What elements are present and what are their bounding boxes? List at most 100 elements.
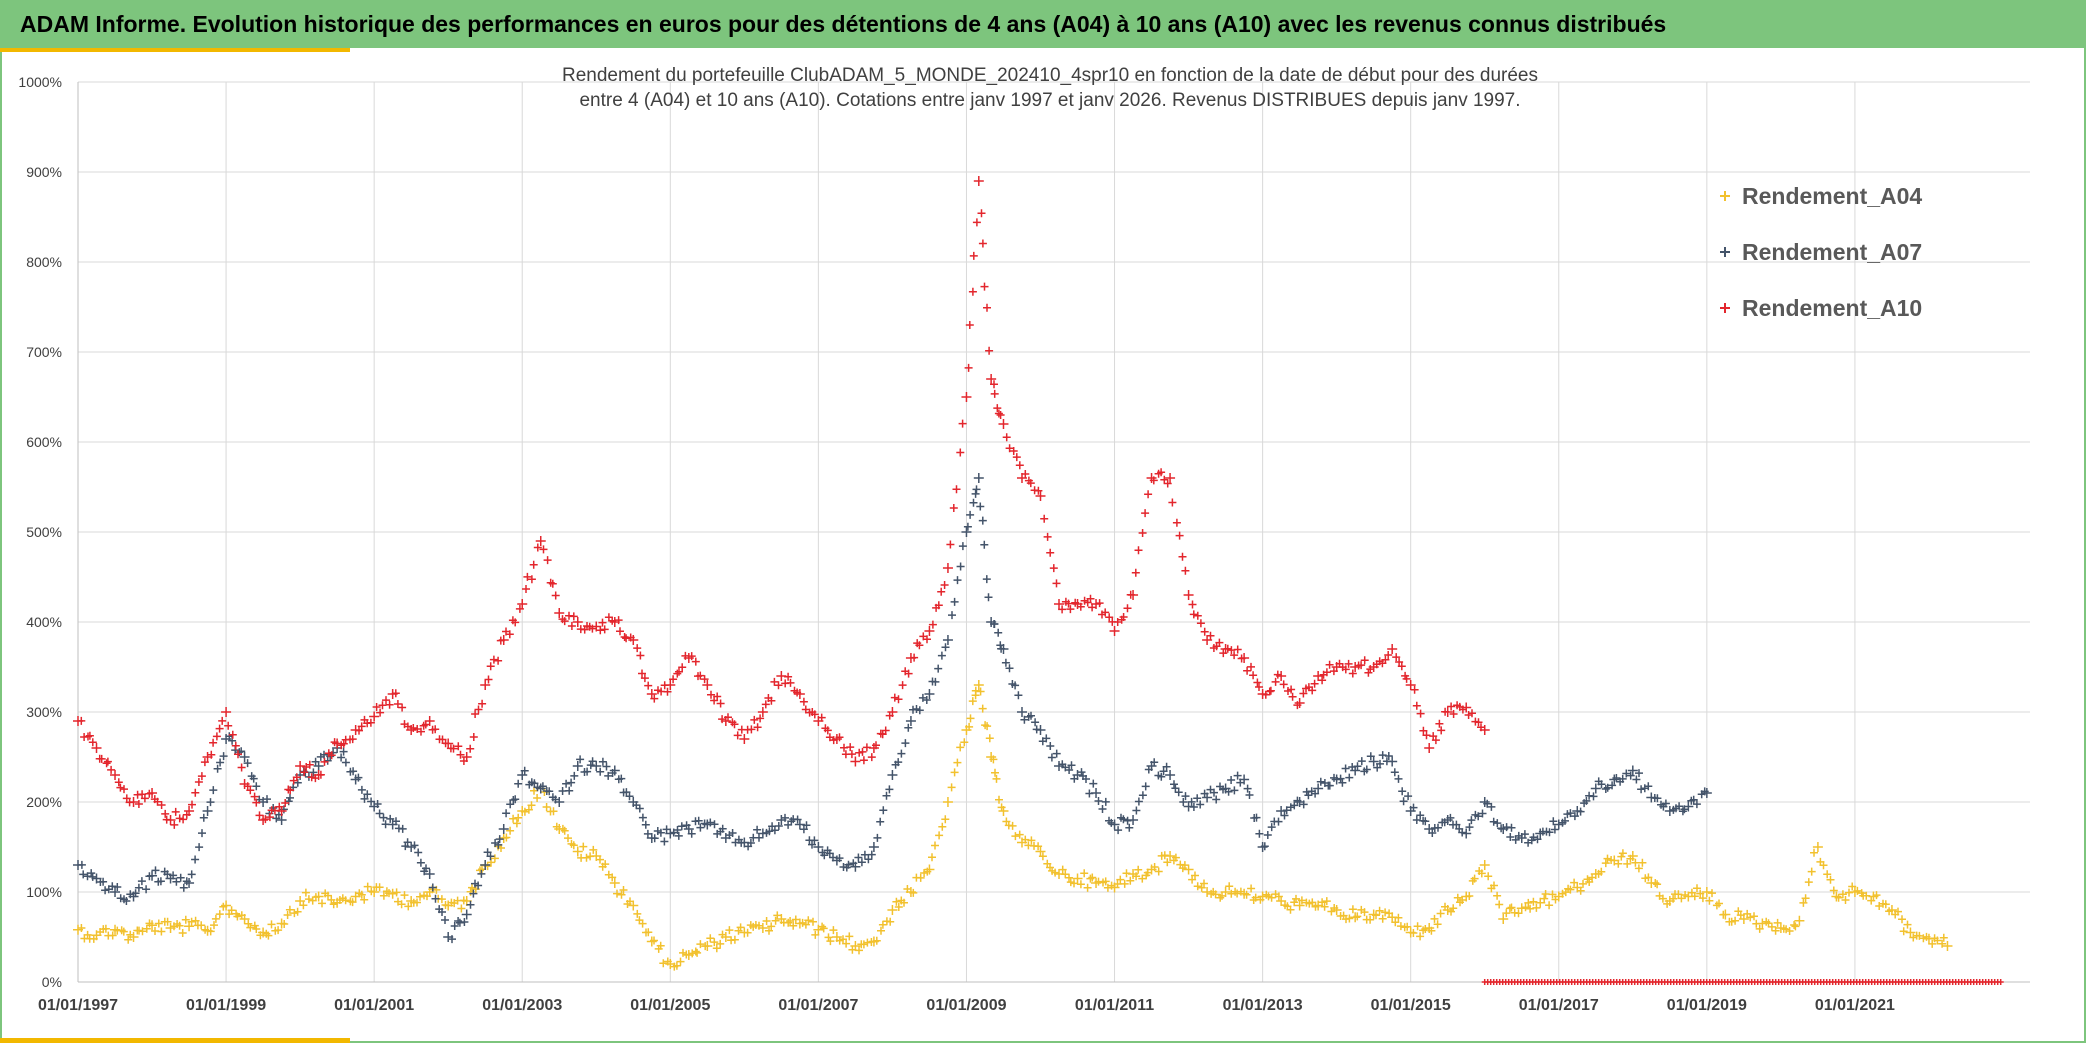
data-point bbox=[1160, 851, 1169, 860]
data-point bbox=[1489, 817, 1498, 826]
legend: Rendement_A04 Rendement_A07 Rendement_A1… bbox=[1720, 183, 1922, 321]
data-point bbox=[1320, 902, 1329, 911]
data-point bbox=[1134, 865, 1143, 874]
data-point bbox=[1623, 859, 1632, 868]
data-point bbox=[1331, 905, 1342, 915]
data-point bbox=[718, 824, 727, 833]
data-point bbox=[357, 785, 366, 794]
data-point bbox=[179, 815, 188, 824]
data-point bbox=[1227, 776, 1236, 784]
data-point bbox=[276, 806, 287, 816]
data-point bbox=[498, 635, 509, 645]
data-point bbox=[1308, 898, 1317, 907]
data-point bbox=[79, 870, 88, 879]
data-point bbox=[572, 617, 583, 627]
data-point bbox=[1065, 766, 1074, 774]
data-point bbox=[1618, 774, 1627, 783]
data-point bbox=[178, 929, 187, 937]
data-point bbox=[1052, 749, 1061, 758]
data-point bbox=[404, 902, 413, 911]
data-point bbox=[1157, 772, 1166, 781]
data-point bbox=[1603, 854, 1612, 863]
data-point bbox=[881, 726, 890, 735]
data-point bbox=[551, 591, 560, 600]
data-point bbox=[1141, 509, 1150, 518]
data-point bbox=[941, 815, 950, 824]
data-point bbox=[1378, 751, 1387, 760]
data-point bbox=[1442, 707, 1453, 717]
data-point bbox=[1149, 476, 1158, 485]
data-point bbox=[1015, 830, 1024, 839]
data-point bbox=[506, 800, 515, 809]
data-point bbox=[376, 708, 385, 717]
data-point bbox=[1720, 909, 1731, 920]
series-rendement-a04 bbox=[73, 680, 1953, 971]
data-point bbox=[187, 870, 196, 879]
data-point bbox=[1465, 892, 1474, 900]
data-point bbox=[1322, 668, 1331, 677]
data-point bbox=[1286, 905, 1295, 914]
data-point bbox=[1189, 610, 1198, 619]
y-tick-label: 600% bbox=[26, 434, 62, 450]
data-point bbox=[299, 901, 308, 910]
data-point bbox=[424, 716, 435, 726]
data-point bbox=[1255, 683, 1263, 691]
data-point bbox=[224, 721, 233, 730]
data-point bbox=[696, 940, 705, 949]
data-point bbox=[170, 820, 179, 829]
data-point bbox=[1409, 803, 1418, 812]
data-point bbox=[994, 628, 1003, 637]
data-point bbox=[184, 878, 195, 888]
data-point bbox=[1245, 791, 1254, 799]
data-point bbox=[154, 919, 163, 928]
data-point bbox=[1095, 599, 1104, 608]
data-point bbox=[1318, 898, 1327, 907]
data-point bbox=[1708, 889, 1716, 898]
data-point bbox=[1180, 861, 1189, 870]
data-point bbox=[103, 757, 112, 766]
data-point bbox=[1311, 789, 1320, 798]
data-point bbox=[1601, 785, 1610, 793]
data-point bbox=[161, 809, 170, 818]
data-point bbox=[675, 667, 683, 676]
data-point bbox=[234, 750, 242, 759]
data-point bbox=[965, 321, 974, 329]
data-point bbox=[1212, 795, 1221, 804]
data-point bbox=[99, 877, 108, 886]
data-point bbox=[255, 811, 264, 820]
data-point bbox=[1290, 801, 1299, 810]
data-point bbox=[617, 890, 626, 899]
data-point bbox=[1412, 701, 1421, 710]
data-point bbox=[656, 828, 665, 837]
data-point bbox=[1549, 817, 1558, 826]
data-point bbox=[392, 817, 400, 826]
data-point bbox=[786, 678, 795, 687]
data-point bbox=[1458, 828, 1467, 837]
data-point bbox=[1113, 880, 1122, 888]
data-point bbox=[1409, 929, 1418, 937]
x-tick-label: 01/01/2009 bbox=[926, 997, 1006, 1014]
data-point bbox=[858, 747, 867, 756]
data-point bbox=[535, 783, 546, 794]
data-point bbox=[1345, 773, 1354, 782]
data-point bbox=[1841, 896, 1850, 904]
data-point bbox=[1483, 799, 1492, 808]
data-point bbox=[867, 753, 876, 762]
data-point bbox=[320, 750, 328, 759]
data-point bbox=[640, 674, 649, 683]
data-point bbox=[428, 883, 437, 892]
data-point bbox=[225, 732, 234, 741]
data-point bbox=[564, 834, 572, 843]
data-point bbox=[1202, 792, 1213, 803]
data-point bbox=[197, 921, 206, 930]
data-point bbox=[1853, 886, 1862, 895]
data-point bbox=[598, 757, 607, 766]
data-point bbox=[1576, 807, 1585, 816]
data-point bbox=[1271, 677, 1280, 686]
data-point bbox=[733, 731, 742, 740]
data-point bbox=[1154, 867, 1163, 876]
data-point bbox=[1357, 757, 1366, 766]
data-point bbox=[246, 786, 255, 795]
data-point bbox=[1274, 817, 1283, 826]
data-point bbox=[1447, 702, 1456, 711]
